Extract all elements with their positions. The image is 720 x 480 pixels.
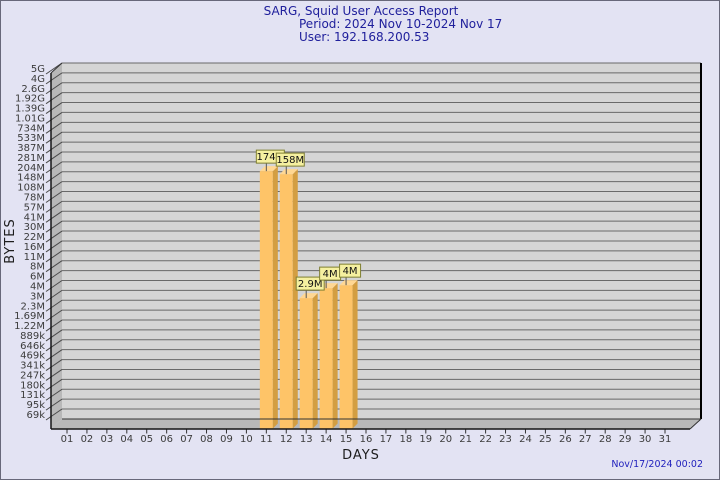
report-period: Period: 2024 Nov 10-2024 Nov 17 [299, 17, 503, 31]
y-tick-label: 57M [24, 202, 45, 213]
y-tick-label: 469k [20, 351, 45, 362]
y-tick-label: 30M [24, 222, 45, 233]
x-tick-label: 14 [320, 434, 333, 445]
x-tick-label: 13 [300, 434, 313, 445]
y-tick-label: 69k [26, 410, 45, 421]
y-tick-label: 131k [20, 390, 45, 401]
x-tick-label: 05 [140, 434, 153, 445]
y-tick-label: 2.6G [21, 84, 45, 95]
y-axis-title: BYTES [3, 218, 18, 264]
x-tick-label: 30 [639, 434, 652, 445]
bar-day-15 [339, 280, 358, 429]
x-tick-label: 28 [599, 434, 612, 445]
bar-value-label-day-15: 4M [339, 263, 362, 286]
y-tick-label: 387M [17, 143, 45, 154]
x-tick-label: 25 [539, 434, 552, 445]
y-tick-label: 95k [26, 400, 45, 411]
x-tick-label: 22 [479, 434, 492, 445]
y-tick-label: 341k [20, 361, 45, 372]
x-tick-label: 04 [120, 434, 133, 445]
x-tick-label: 09 [220, 434, 233, 445]
y-axis-ticks: 5G4G2.6G1.92G1.39G1.01G734M533M387M281M2… [14, 62, 701, 421]
bar-day-13 [299, 293, 318, 429]
x-tick-label: 23 [499, 434, 512, 445]
y-tick-label: 1.69M [14, 311, 45, 322]
y-tick-label: 1.22M [14, 321, 45, 332]
bar-day-14 [319, 283, 338, 429]
x-axis-title: DAYS [342, 448, 380, 463]
axis-outlines [50, 62, 702, 430]
y-tick-label: 734M [17, 123, 45, 134]
y-tick-label: 646k [20, 341, 45, 352]
svg-text:158M: 158M [276, 155, 304, 166]
y-tick-label: 204M [17, 163, 45, 174]
x-tick-label: 29 [619, 434, 632, 445]
x-tick-label: 01 [61, 434, 74, 445]
report-subtitle-block: Period: 2024 Nov 10-2024 Nov 17 User: 19… [299, 18, 502, 44]
svg-text:4M: 4M [343, 266, 358, 277]
report-user: User: 192.168.200.53 [299, 30, 430, 44]
x-tick-label: 31 [659, 434, 672, 445]
y-tick-label: 22M [24, 232, 45, 243]
floor [51, 419, 701, 429]
x-tick-label: 03 [100, 434, 113, 445]
y-tick-label: 41M [24, 212, 45, 223]
y-tick-label: 11M [24, 252, 45, 263]
x-tick-label: 18 [399, 434, 412, 445]
bar-day-11 [259, 166, 278, 429]
x-tick-label: 10 [240, 434, 253, 445]
x-tick-label: 02 [81, 434, 94, 445]
bar-value-label-day-13: 2.9M [295, 276, 325, 299]
x-tick-label: 07 [180, 434, 193, 445]
y-tick-label: 2.3M [20, 301, 45, 312]
y-tick-label: 247k [20, 370, 45, 381]
x-tick-label: 08 [200, 434, 213, 445]
y-tick-label: 8M [30, 262, 45, 273]
x-tick-label: 19 [419, 434, 432, 445]
y-tick-label: 1.92G [15, 94, 45, 105]
svg-text:4M: 4M [323, 269, 338, 280]
x-tick-label: 27 [579, 434, 592, 445]
y-tick-label: 1.39G [15, 104, 45, 115]
x-tick-label: 17 [380, 434, 393, 445]
x-tick-label: 24 [519, 434, 532, 445]
x-tick-label: 06 [160, 434, 173, 445]
report-title: SARG, Squid User Access Report [263, 4, 459, 18]
x-tick-label: 11 [260, 434, 273, 445]
x-tick-label: 21 [459, 434, 472, 445]
x-tick-label: 15 [340, 434, 353, 445]
x-tick-label: 20 [439, 434, 452, 445]
svg-text:174M: 174M [256, 152, 284, 163]
y-tick-label: 78M [24, 193, 45, 204]
x-axis-ticks: 01 02 03 04 05 06 07 08 09 10 11 12 13 14 15 16 17 18 19 20… [61, 429, 672, 445]
bar-day-12 [279, 169, 298, 429]
report-header: SARG, Squid User Access Report Period: 2… [1, 4, 719, 44]
x-tick-label: 26 [559, 434, 572, 445]
bars-group [259, 166, 358, 429]
x-tick-label: 16 [360, 434, 373, 445]
y-tick-label: 180k [20, 380, 45, 391]
bar-value-label-day-12: 158M [275, 152, 305, 175]
generated-timestamp: Nov/17/2024 00:02 [611, 459, 703, 470]
y-tick-label: 533M [17, 133, 45, 144]
y-tick-label: 5G [31, 64, 45, 75]
y-tick-label: 281M [17, 153, 45, 164]
svg-text:2.9M: 2.9M [298, 279, 323, 290]
y-tick-label: 889k [20, 331, 45, 342]
left-wall [51, 63, 62, 429]
y-tick-label: 148M [17, 173, 45, 184]
x-tick-label: 12 [280, 434, 293, 445]
y-tick-label: 4M [30, 281, 45, 292]
y-tick-label: 1.01G [15, 113, 45, 124]
y-tick-label: 108M [17, 183, 45, 194]
y-tick-label: 16M [24, 242, 45, 253]
y-tick-label: 6M [30, 272, 45, 283]
y-tick-label: 4G [31, 74, 45, 85]
y-tick-label: 3M [30, 291, 45, 302]
